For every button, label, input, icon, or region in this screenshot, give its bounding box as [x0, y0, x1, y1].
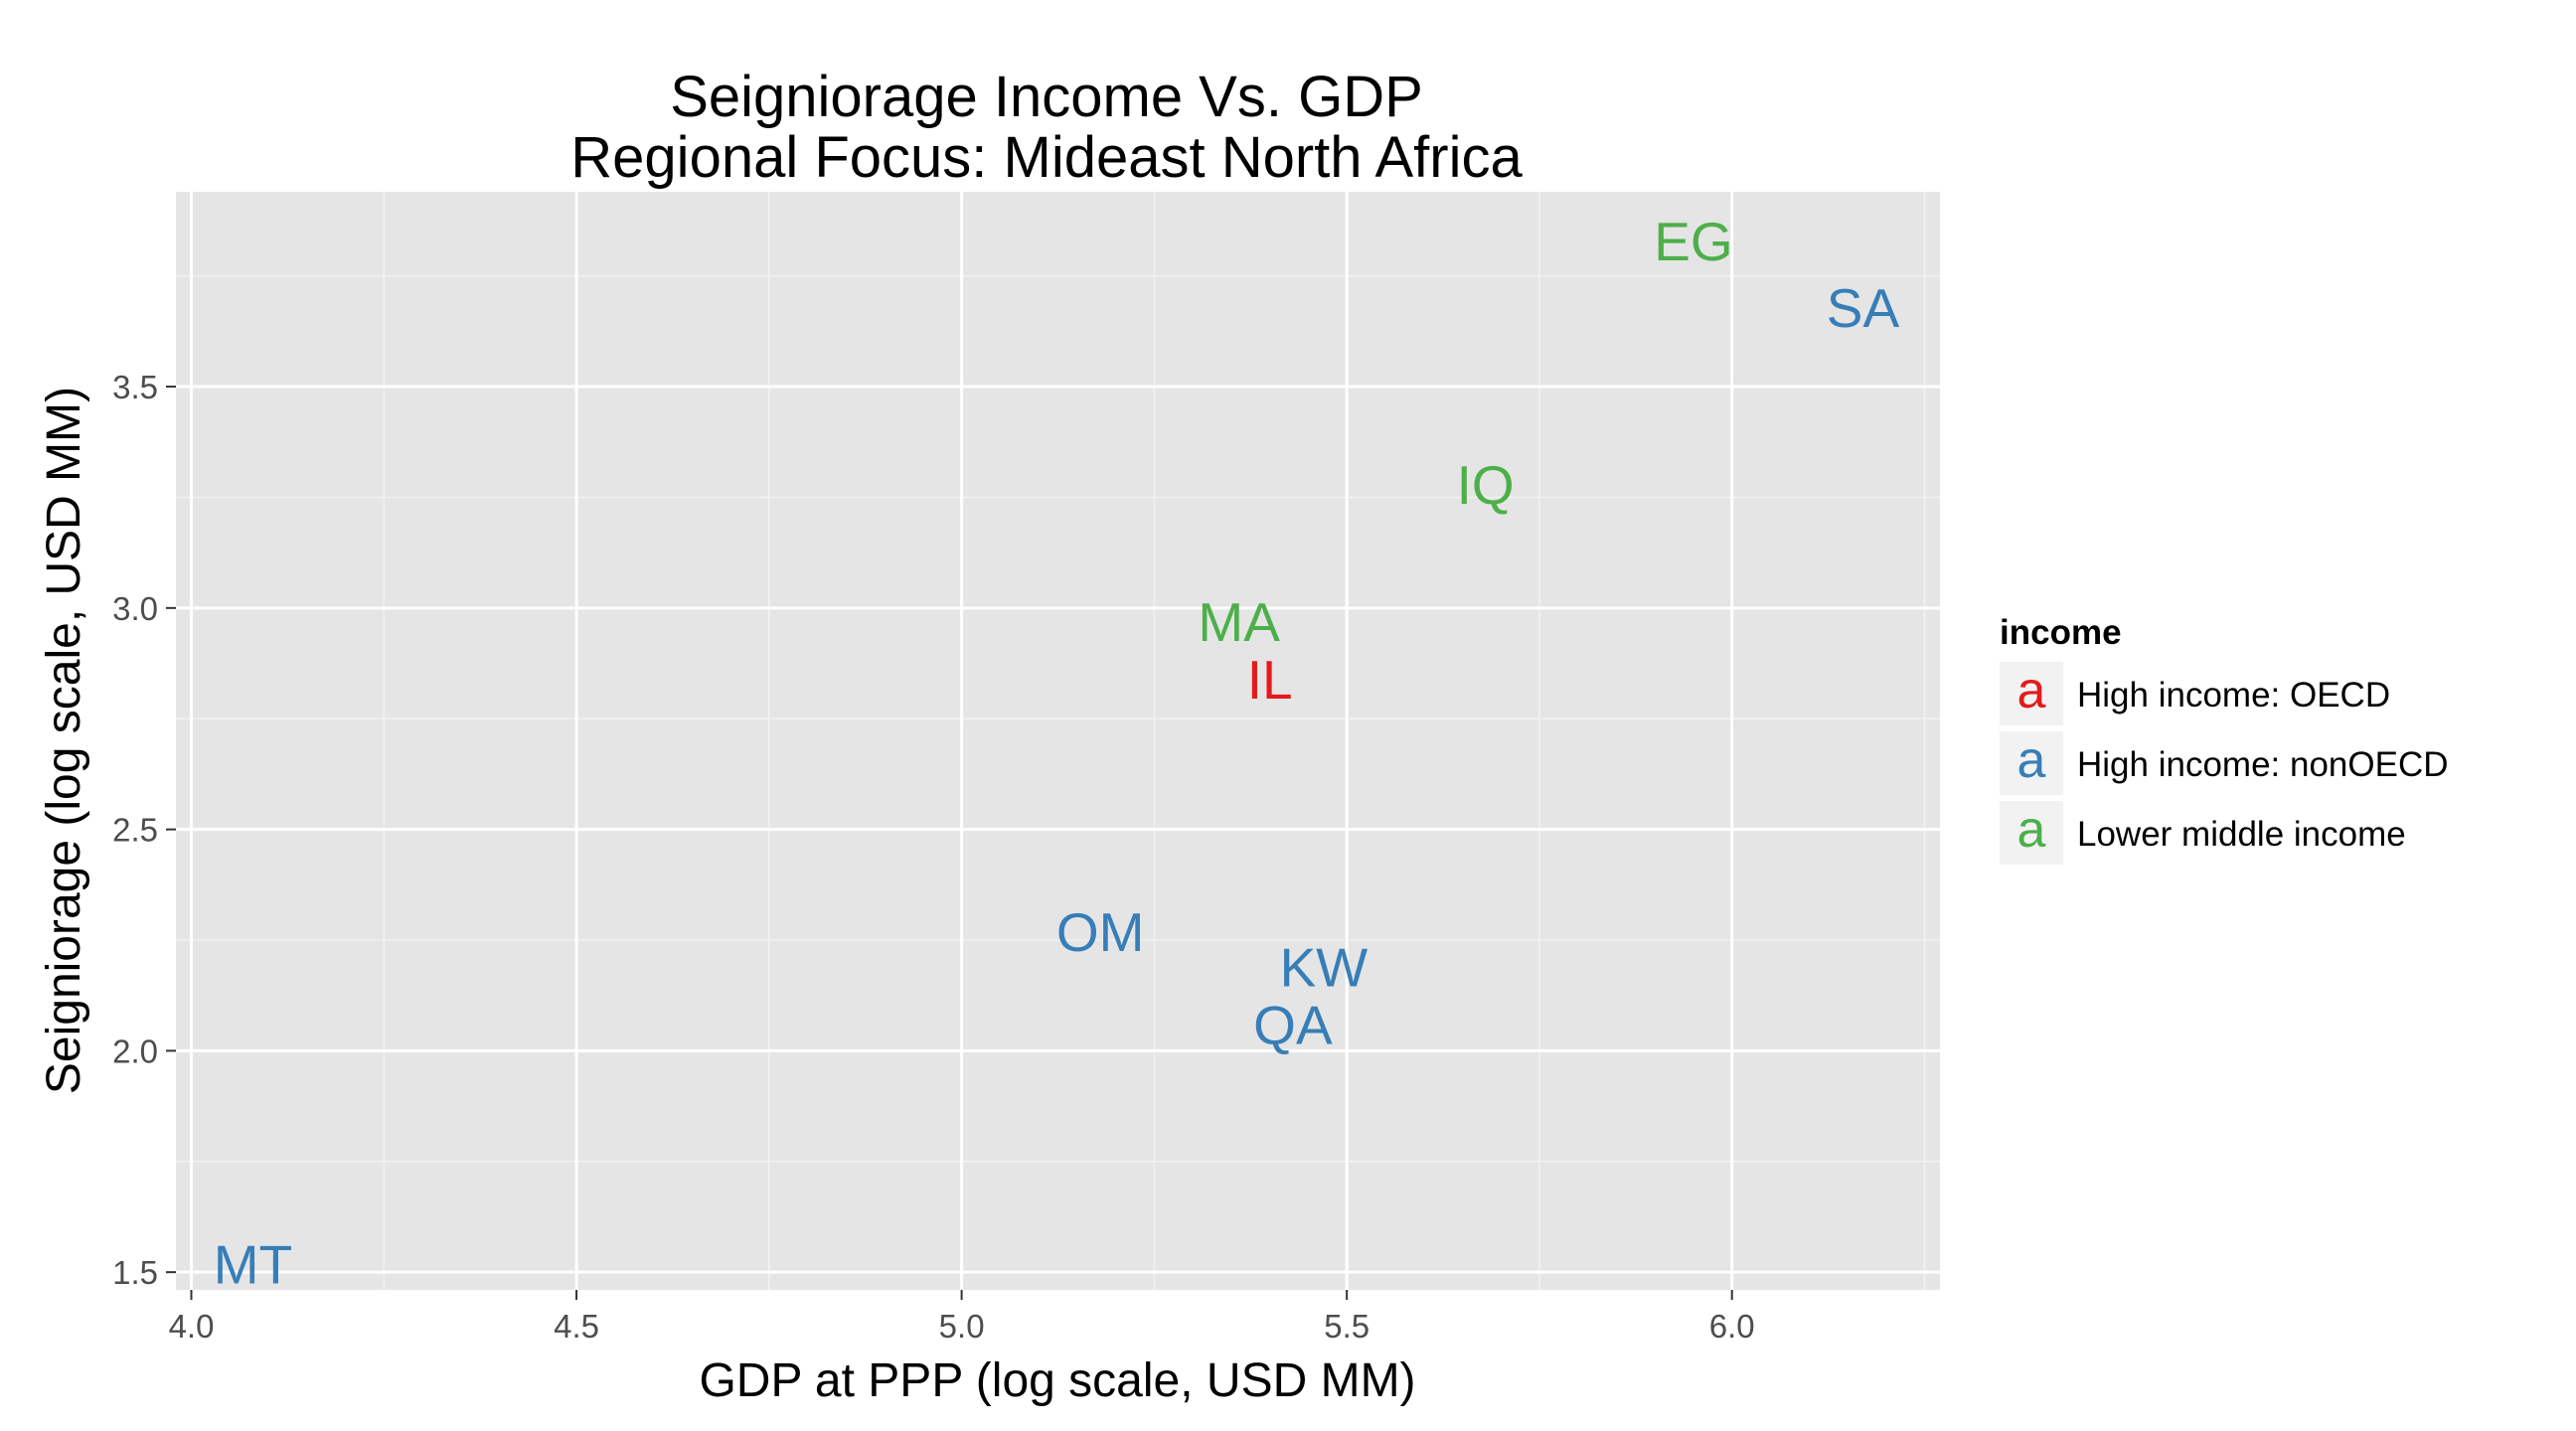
x-tick-label: 4.5 — [554, 1308, 599, 1345]
y-axis: 1.5 2.0 2.5 3.0 3.5 — [112, 369, 176, 1291]
point-label-il: IL — [1247, 649, 1293, 711]
point-label-kw: KW — [1280, 937, 1368, 999]
x-tick-label: 5.5 — [1324, 1308, 1369, 1345]
chart-title-line-1: Seigniorage Income Vs. GDP — [670, 65, 1423, 129]
legend-key — [2000, 662, 2063, 725]
y-tick-label: 2.0 — [112, 1033, 158, 1069]
x-tick-label: 5.0 — [939, 1308, 985, 1345]
legend-label: High income: nonOECD — [2077, 745, 2449, 784]
legend-key-glyph: a — [2017, 731, 2046, 789]
y-axis-title: Seigniorage (log scale, USD MM) — [38, 387, 90, 1094]
point-label-iq: IQ — [1457, 454, 1515, 516]
legend-label: High income: OECD — [2077, 676, 2390, 715]
legend-key-glyph: a — [2017, 662, 2046, 719]
point-label-qa: QA — [1253, 995, 1333, 1056]
chart-title: Seigniorage Income Vs. GDP Regional Focu… — [570, 65, 1523, 190]
x-axis: 4.0 4.5 5.0 5.5 6.0 — [169, 1290, 1755, 1345]
x-axis-title: GDP at PPP (log scale, USD MM) — [699, 1354, 1415, 1407]
point-label-om: OM — [1056, 901, 1145, 963]
y-tick-label: 3.0 — [112, 590, 158, 627]
x-tick-label: 6.0 — [1709, 1308, 1755, 1345]
point-label-mt: MT — [214, 1233, 292, 1295]
point-label-eg: EG — [1654, 211, 1732, 272]
y-tick-label: 2.5 — [112, 812, 158, 849]
legend-key — [2000, 801, 2063, 865]
point-label-ma: MA — [1198, 591, 1280, 653]
y-tick-label: 1.5 — [112, 1254, 158, 1291]
legend-title: income — [2000, 613, 2122, 652]
major-gridlines — [176, 192, 1940, 1290]
legend-label: Lower middle income — [2077, 815, 2406, 854]
point-label-sa: SA — [1827, 277, 1900, 339]
legend-key-glyph: a — [2017, 801, 2046, 859]
x-tick-label: 4.0 — [169, 1308, 215, 1345]
plot-panel — [176, 192, 1940, 1290]
legend: income a High income: OECD a High income: n… — [2000, 613, 2449, 865]
minor-gridlines — [176, 192, 1940, 1290]
chart-title-line-2: Regional Focus: Mideast North Africa — [570, 125, 1523, 190]
y-tick-label: 3.5 — [112, 369, 158, 405]
legend-key — [2000, 731, 2063, 795]
